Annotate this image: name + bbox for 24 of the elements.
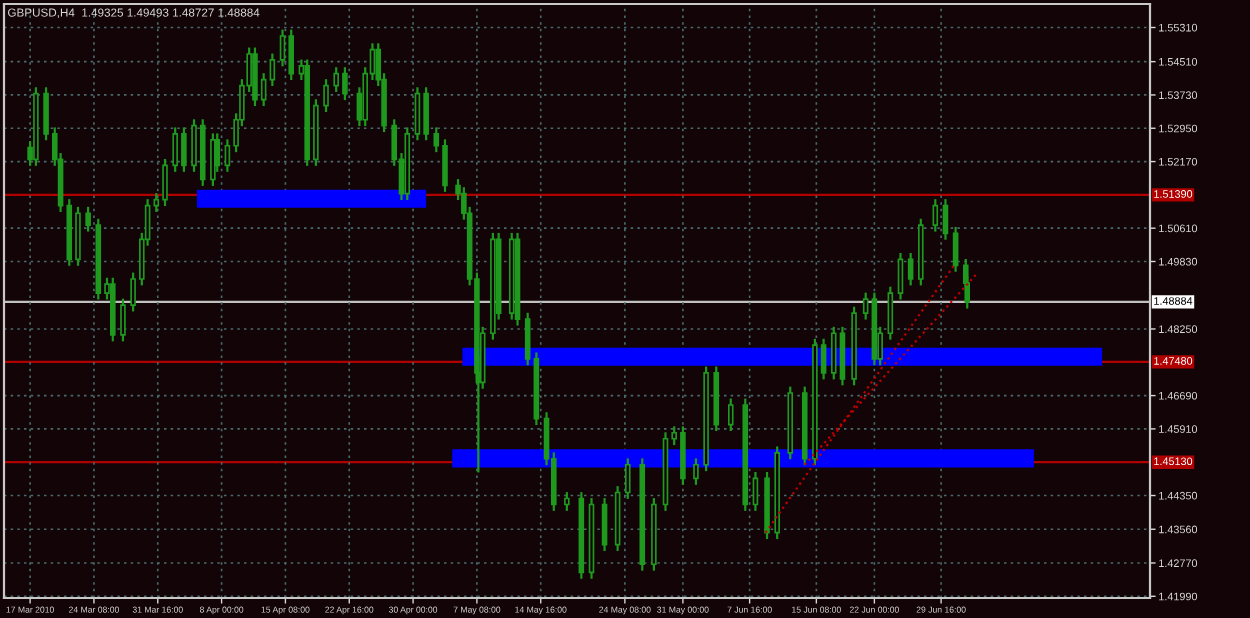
candlestick <box>524 311 531 367</box>
candlestick <box>288 28 295 82</box>
candlestick <box>85 205 91 233</box>
candlestick <box>279 28 286 68</box>
candlestick <box>693 457 699 486</box>
candlestick <box>862 291 869 321</box>
candlestick <box>120 297 126 343</box>
candlestick <box>839 325 846 387</box>
candlestick <box>887 285 894 341</box>
candlestick <box>624 457 631 501</box>
candlestick <box>323 78 329 114</box>
candlestick <box>564 490 570 512</box>
candlestick <box>830 325 837 381</box>
candlestick <box>952 225 959 273</box>
candlestick <box>162 157 168 208</box>
candlestick <box>414 86 421 142</box>
candlestick <box>269 52 276 88</box>
candlestick <box>932 198 939 233</box>
candlestick <box>907 251 914 287</box>
candlestick <box>897 251 904 301</box>
candlestick <box>942 198 949 241</box>
candlestick <box>727 397 734 433</box>
candlestick <box>423 86 429 142</box>
candlestick <box>252 46 258 108</box>
